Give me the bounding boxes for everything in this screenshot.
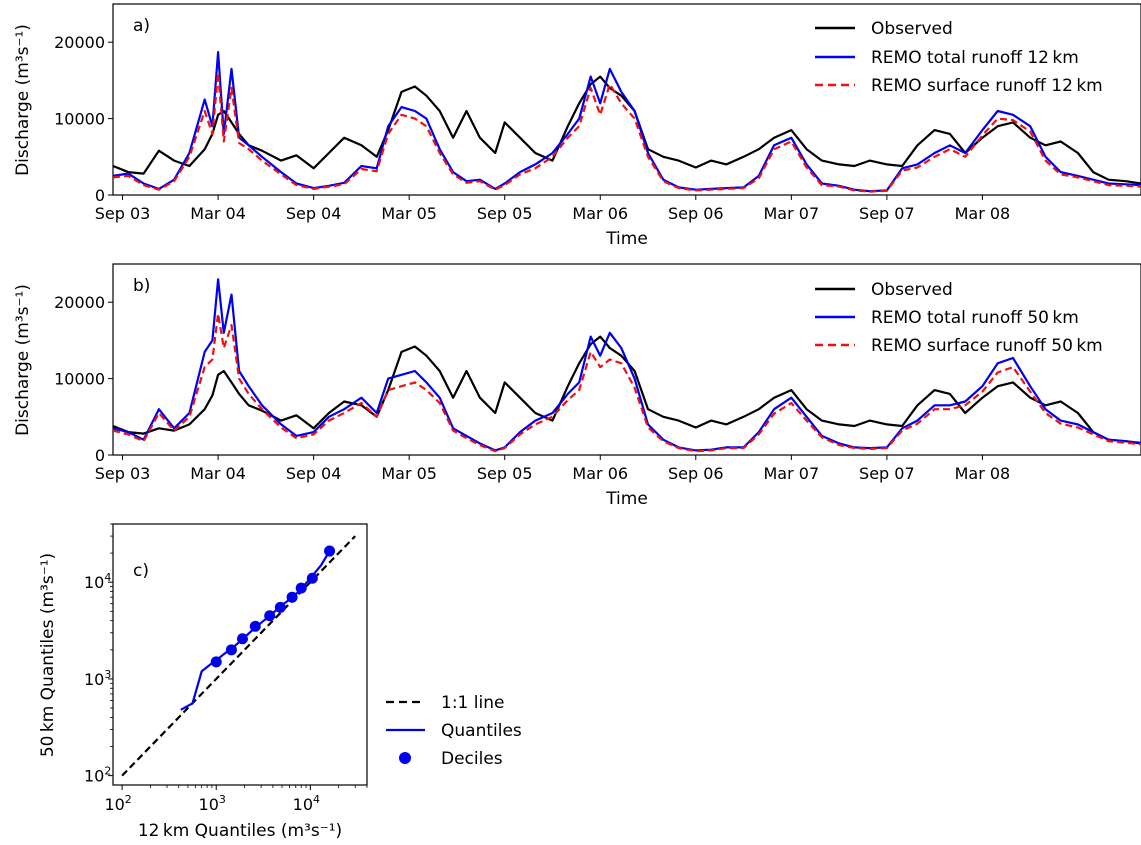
series-line-remo-total-runoff-12-km	[112, 50, 1141, 193]
x-tick-label: Sep 06	[668, 464, 724, 483]
x-tick-label: Sep 04	[286, 464, 342, 483]
plot-frame	[112, 263, 1141, 456]
plot-frame	[112, 3, 1141, 196]
panel-label: b)	[133, 276, 150, 296]
legend: Observed REMO total runoff 12 km REMO su…	[815, 19, 1103, 96]
x-tick-label: Mar 06	[572, 464, 628, 483]
y-tick-label: 0	[95, 446, 105, 465]
x-tick-label: Sep 07	[859, 464, 915, 483]
decile-point	[286, 591, 298, 603]
x-tick-label: Sep 05	[477, 204, 533, 223]
x-tick-label: Mar 05	[381, 204, 437, 223]
legend-label-quantiles: Quantiles	[441, 721, 522, 741]
y-axis-label: Discharge (m³s⁻¹)	[13, 284, 33, 436]
y-axis-label: 50 km Quantiles (m³s⁻¹)	[38, 553, 58, 757]
x-tick-label: Sep 05	[477, 464, 533, 483]
series-line-observed	[112, 335, 1141, 445]
series-line-1-1-line	[121, 535, 356, 777]
legend-label-total-runoff: REMO total runoff 12 km	[871, 48, 1079, 68]
decile-point	[249, 620, 261, 632]
x-tick-label: Mar 08	[955, 204, 1011, 223]
panel-b: Sep 03 Mar 04 Sep 04 Mar 05 Sep 05 Mar 06 Sep …	[13, 263, 1141, 509]
legend-label-observed: Observed	[871, 280, 953, 300]
panel-a: Sep 03 Mar 04 Sep 04 Mar 05 Sep 05 Mar 06 Sep …	[13, 3, 1141, 249]
series-line-quantiles	[180, 550, 331, 711]
decile-point	[306, 572, 318, 584]
y-tick-label: 104	[84, 571, 111, 592]
decile-point	[274, 601, 286, 613]
y-tick-label: 10000	[54, 370, 105, 389]
x-tick-label: Sep 04	[286, 204, 342, 223]
legend: Observed REMO total runoff 50 km REMO su…	[815, 280, 1103, 356]
decile-point	[236, 633, 248, 645]
x-tick-label: Mar 05	[381, 464, 437, 483]
x-tick-label: 103	[199, 793, 226, 814]
y-tick-label: 20000	[54, 293, 105, 312]
legend-swatch-deciles	[399, 752, 411, 764]
y-tick-label: 0	[95, 186, 105, 205]
legend: 1:1 line Quantiles Deciles	[386, 693, 522, 769]
x-axis-label: Time	[605, 229, 648, 249]
legend-label-surface-runoff: REMO surface runoff 50 km	[871, 336, 1103, 356]
series-line-remo-surface-runoff-50-km	[112, 312, 1141, 453]
panel-label: a)	[133, 16, 150, 36]
decile-point	[210, 656, 222, 668]
x-tick-label: Sep 03	[95, 464, 151, 483]
series-line-remo-surface-runoff-12-km	[112, 71, 1141, 193]
decile-point	[264, 610, 276, 622]
x-tick-label: Mar 07	[764, 204, 820, 223]
decile-point	[324, 545, 336, 557]
x-axis-label: Time	[605, 489, 648, 509]
y-tick-label: 102	[84, 765, 111, 786]
x-tick-label: Sep 07	[859, 204, 915, 223]
x-tick-label: Mar 04	[190, 464, 246, 483]
x-tick-label: Mar 06	[572, 204, 628, 223]
x-tick-label: Mar 08	[955, 464, 1011, 483]
decile-point	[295, 582, 307, 594]
x-tick-label: Sep 06	[668, 204, 724, 223]
x-axis-label: 12 km Quantiles (m³s⁻¹)	[138, 821, 342, 841]
y-axis-label: Discharge (m³s⁻¹)	[13, 24, 33, 176]
plot-frame	[112, 523, 368, 786]
x-tick-label: Mar 04	[190, 204, 246, 223]
x-tick-label: 104	[293, 793, 320, 814]
x-tick-label: Sep 03	[95, 204, 151, 223]
x-tick-label: Mar 07	[764, 464, 820, 483]
y-tick-label: 10000	[54, 110, 105, 129]
legend-label-deciles: Deciles	[441, 749, 503, 769]
legend-label-observed: Observed	[871, 19, 953, 39]
series-line-remo-total-runoff-50-km	[112, 278, 1141, 452]
panel-c: 102 103 104 102 103 104 c) 12 km Quantiles (…	[38, 523, 522, 841]
x-tick-label: 102	[104, 793, 131, 814]
y-tick-label: 103	[84, 668, 111, 689]
legend-label-total-runoff: REMO total runoff 50 km	[871, 308, 1079, 328]
legend-label-one-to-one: 1:1 line	[441, 693, 504, 713]
legend-label-surface-runoff: REMO surface runoff 12 km	[871, 76, 1103, 96]
panel-label: c)	[133, 561, 149, 581]
decile-point	[225, 644, 237, 656]
y-tick-label: 20000	[54, 33, 105, 52]
